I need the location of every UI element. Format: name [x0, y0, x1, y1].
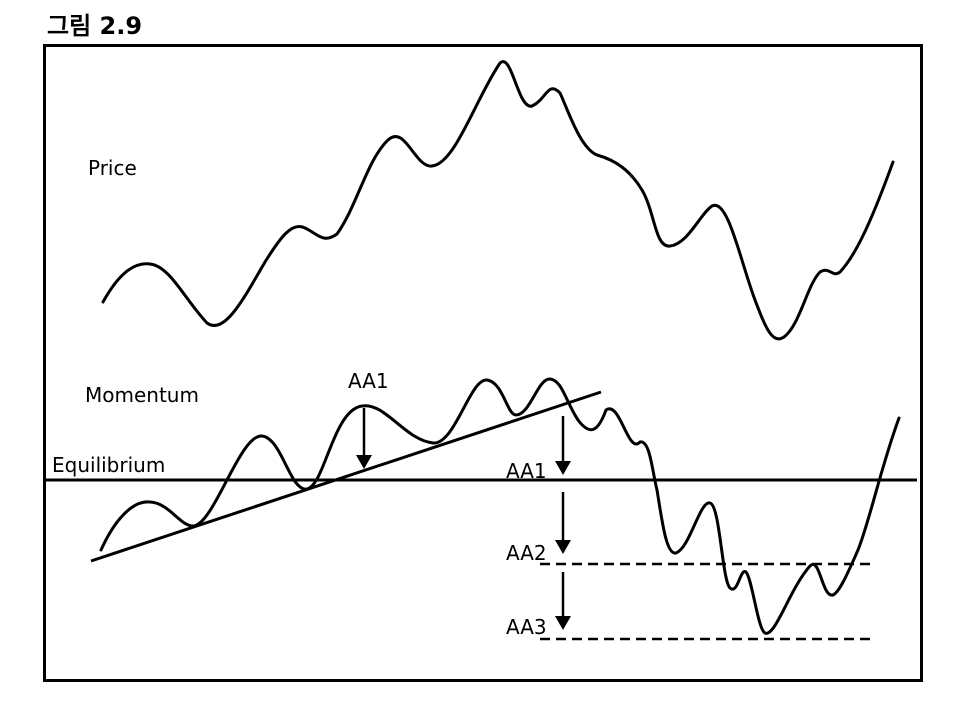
momentum-label: Momentum [85, 383, 199, 407]
diagram-frame [43, 44, 923, 682]
equilibrium-label: Equilibrium [52, 453, 166, 477]
figure-title: 그림 2.9 [47, 12, 143, 40]
aa3-label: AA3 [506, 615, 547, 639]
aa1-top-arrowhead [356, 455, 372, 469]
trendline [90, 390, 602, 563]
aa2-arrowhead [555, 540, 571, 554]
aa1-right-arrowhead [555, 461, 571, 475]
aa2-label: AA2 [506, 541, 547, 565]
aa3-arrowhead [555, 616, 571, 630]
momentum-curve [99, 377, 901, 635]
price-curve [101, 60, 895, 341]
price-label: Price [88, 156, 137, 180]
aa1-right-label: AA1 [506, 459, 547, 483]
aa1-top-label: AA1 [348, 369, 389, 393]
